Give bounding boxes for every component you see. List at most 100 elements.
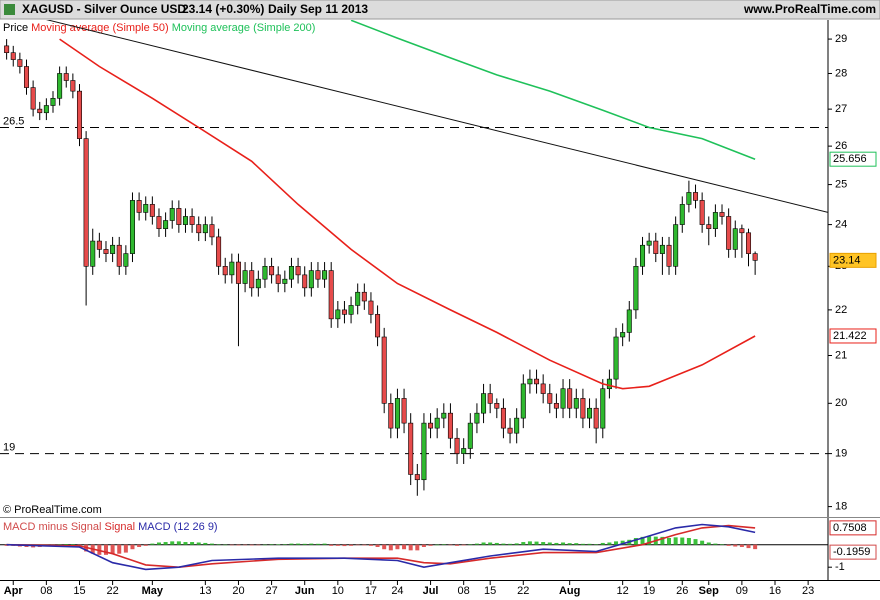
- last-value-label: 25.656: [833, 153, 867, 165]
- candle-body: [149, 204, 155, 217]
- candle-body: [123, 253, 129, 267]
- last-price-label: 23.14: [833, 254, 861, 266]
- histogram-bar: [594, 544, 599, 545]
- candle-body: [560, 388, 566, 409]
- candle-body: [222, 266, 228, 276]
- candle-body: [189, 216, 195, 225]
- histogram-bar: [402, 544, 407, 550]
- histogram-bar: [229, 544, 234, 546]
- candle-body: [394, 398, 400, 429]
- candle-body: [461, 448, 467, 454]
- histogram-bar: [408, 544, 413, 551]
- candle-body: [196, 224, 202, 234]
- histogram-bar: [680, 537, 685, 545]
- candle-body: [699, 200, 705, 225]
- y-tick-label: 20: [835, 397, 847, 409]
- candle-body: [706, 224, 712, 229]
- candle-body: [487, 393, 493, 404]
- histogram-bar: [249, 544, 254, 546]
- x-tick-label: Sep: [699, 585, 719, 597]
- symbol-title: XAGUSD - Silver Ounce USD: [22, 2, 186, 16]
- candle-body: [288, 266, 294, 280]
- candle-body: [50, 97, 56, 106]
- histogram-bar: [686, 537, 691, 545]
- candle-body: [355, 291, 361, 306]
- histogram-bar: [355, 544, 360, 546]
- histogram-bar: [64, 544, 69, 545]
- x-tick-label: 09: [736, 585, 748, 597]
- candle-body: [328, 270, 334, 320]
- x-tick-label: 26: [676, 585, 688, 597]
- histogram-bar: [435, 544, 440, 546]
- header-bar: [0, 0, 880, 20]
- histogram-bar: [176, 541, 181, 545]
- y-tick-label: 19: [835, 448, 847, 460]
- candle-body: [302, 274, 308, 289]
- x-tick-label: 23: [802, 585, 814, 597]
- candle-body: [441, 412, 447, 419]
- histogram-bar: [170, 541, 175, 545]
- trendline: [45, 20, 828, 213]
- x-tick-label: 13: [199, 585, 211, 597]
- candle-body: [600, 388, 606, 429]
- candle-body: [527, 378, 533, 385]
- candle-body: [428, 422, 434, 429]
- candle-body: [732, 228, 738, 250]
- candle-body: [361, 291, 367, 302]
- histogram-bar: [600, 542, 605, 545]
- histogram-bar: [720, 544, 725, 545]
- histogram-bar: [236, 544, 241, 546]
- candle-body: [640, 244, 646, 267]
- histogram-bar: [713, 543, 718, 545]
- candle-body: [103, 249, 109, 254]
- histogram-bar: [209, 543, 214, 545]
- histogram-bar: [342, 544, 347, 547]
- x-tick-label: 12: [617, 585, 629, 597]
- histogram-bar: [388, 544, 393, 551]
- candle-body: [176, 208, 182, 225]
- candle-body: [481, 393, 487, 414]
- legend-signal: Signal: [104, 521, 135, 533]
- histogram-bar: [574, 543, 579, 545]
- candle-body: [269, 266, 275, 276]
- histogram-bar: [521, 542, 526, 545]
- histogram-bar: [474, 543, 479, 545]
- candle-body: [275, 274, 281, 284]
- candle-body: [341, 309, 347, 315]
- legend-price: Price: [3, 22, 28, 34]
- credit: © ProRealTime.com: [3, 504, 102, 516]
- legend-macd: MACD (12 26 9): [138, 521, 217, 533]
- x-tick-label: 22: [106, 585, 118, 597]
- histogram-bar: [567, 543, 572, 545]
- y-tick-label: 25: [835, 178, 847, 190]
- x-tick-label: 08: [458, 585, 470, 597]
- candle-body: [4, 45, 10, 53]
- x-tick-label: 15: [484, 585, 496, 597]
- macd-line: [6, 524, 756, 569]
- candle-body: [679, 204, 685, 225]
- candle-body: [401, 398, 407, 424]
- candle-body: [580, 398, 586, 419]
- candle-body: [693, 192, 699, 201]
- candle-body: [96, 240, 102, 250]
- candle-body: [202, 224, 208, 234]
- histogram-bar: [156, 542, 161, 545]
- histogram-bar: [150, 543, 155, 545]
- histogram-bar: [494, 542, 499, 545]
- histogram-bar: [547, 542, 552, 545]
- last-value-label: 21.422: [833, 330, 867, 342]
- histogram-bar: [428, 544, 433, 546]
- candle-body: [83, 138, 89, 267]
- x-tick-label: 15: [73, 585, 85, 597]
- candle-body: [626, 309, 632, 333]
- candle-body: [408, 422, 414, 475]
- candle-body: [308, 270, 314, 289]
- histogram-bar: [614, 541, 619, 545]
- legend-ma50: Moving average (Simple 50): [31, 22, 169, 34]
- candle-body: [726, 216, 732, 250]
- x-tick-label: 16: [769, 585, 781, 597]
- histogram-bar: [335, 544, 340, 546]
- histogram-bar: [203, 542, 208, 545]
- histogram-bar: [309, 543, 314, 545]
- candle-body: [719, 212, 725, 217]
